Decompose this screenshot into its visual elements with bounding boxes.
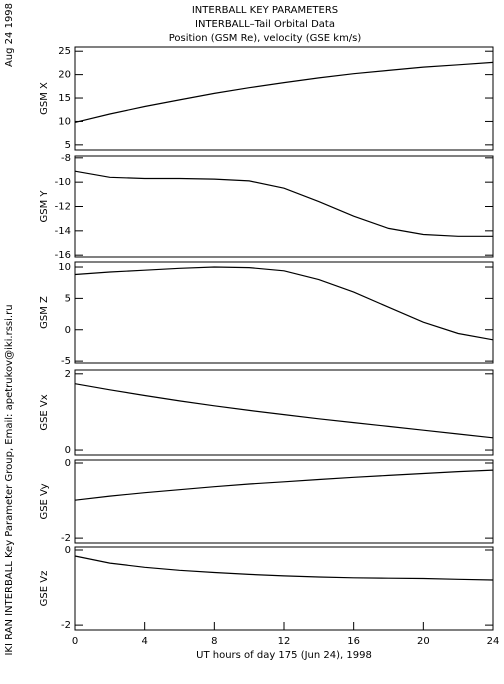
y-tick-label: -2: [61, 620, 71, 631]
panel-frame: [74, 369, 494, 456]
y-axis-label: GSE Vy: [39, 483, 50, 519]
y-tick-label: 10: [58, 262, 71, 273]
x-tick-label: 20: [417, 636, 430, 647]
y-axis-label: GSM X: [39, 82, 50, 115]
data-line: [74, 383, 494, 439]
data-line: [74, 266, 494, 341]
data-line: [74, 555, 494, 581]
x-tick-label: 0: [72, 636, 78, 647]
data-line: [74, 469, 494, 501]
panel-frame: [74, 459, 494, 544]
credit-label: IKI RAN INTERBALL Key Parameter Group, E…: [4, 304, 15, 655]
date-label: Aug 24 1998: [4, 3, 15, 67]
x-tick-label: 4: [141, 636, 147, 647]
y-tick-label: 0: [65, 458, 71, 469]
y-tick-label: -14: [55, 226, 71, 237]
y-tick-label: -2: [61, 533, 71, 544]
panel-frame: [74, 261, 494, 364]
y-tick-label: 20: [58, 70, 71, 81]
chart-subtitle: INTERBALL–Tail Orbital Data: [195, 19, 335, 30]
x-tick-label: 8: [211, 636, 217, 647]
y-axis-label: GSE Vz: [39, 571, 50, 607]
x-axis-label: UT hours of day 175 (Jun 24), 1998: [196, 650, 372, 661]
chart-title: INTERBALL KEY PARAMETERS: [192, 5, 338, 16]
y-axis-label: GSM Z: [39, 296, 50, 329]
y-tick-label: 0: [65, 545, 71, 556]
y-tick-label: 10: [58, 116, 71, 127]
x-tick-label: 16: [347, 636, 360, 647]
y-axis-label: GSM Y: [39, 190, 50, 223]
y-tick-label: 5: [65, 140, 71, 151]
x-tick-label: 12: [278, 636, 291, 647]
x-tick-label: 24: [487, 636, 500, 647]
y-tick-label: -8: [61, 153, 71, 164]
y-tick-label: -5: [61, 356, 71, 367]
y-tick-label: 5: [65, 293, 71, 304]
chart-description: Position (GSM Re), velocity (GSE km/s): [169, 33, 362, 44]
data-line: [74, 61, 494, 123]
data-line: [74, 170, 493, 237]
y-tick-label: 25: [58, 46, 71, 57]
y-tick-label: 15: [58, 93, 71, 104]
y-axis-label: GSE Vx: [39, 394, 50, 430]
y-tick-label: -10: [55, 177, 71, 188]
y-tick-label: 0: [65, 325, 71, 336]
y-tick-label: -12: [55, 202, 71, 213]
y-tick-label: 0: [65, 445, 71, 456]
y-tick-label: 2: [65, 369, 71, 380]
y-tick-label: -16: [55, 250, 71, 261]
